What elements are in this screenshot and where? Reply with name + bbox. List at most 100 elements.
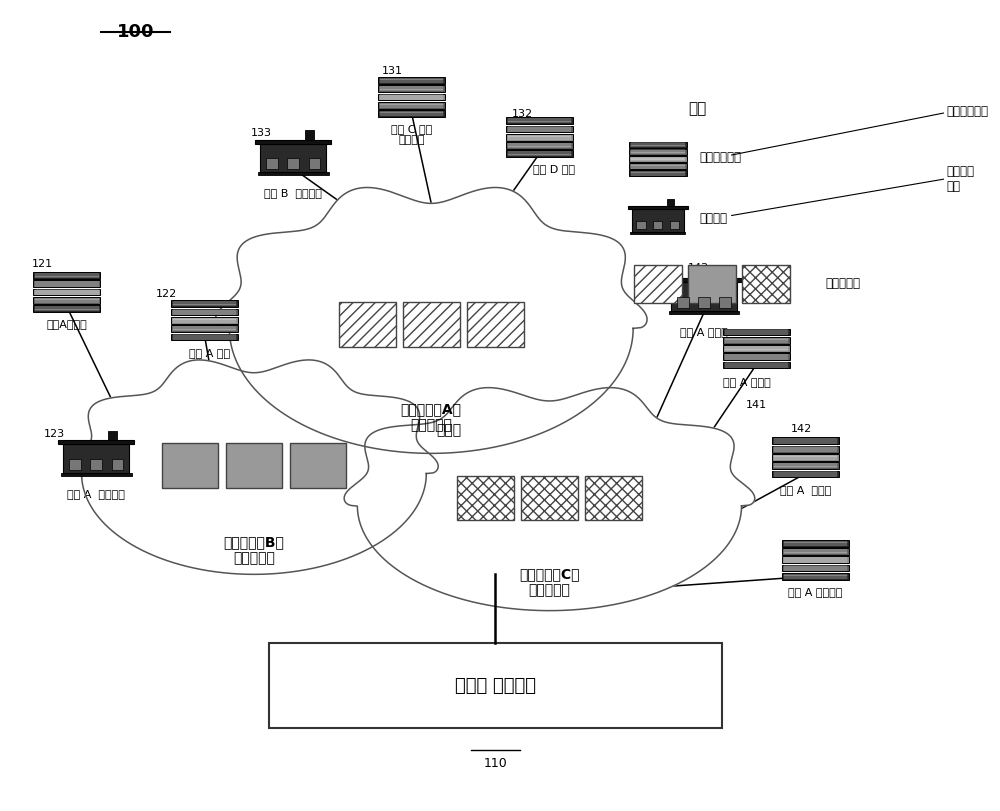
- Bar: [632, 210, 684, 233]
- Bar: [305, 131, 314, 140]
- Bar: [309, 159, 320, 169]
- Text: 123: 123: [44, 428, 65, 438]
- Polygon shape: [344, 388, 755, 611]
- Text: 图书借阅
站点: 图书借阅 站点: [946, 165, 974, 192]
- Bar: [467, 303, 524, 347]
- Bar: [670, 221, 679, 230]
- Text: 城市 C 机场
自助终端: 城市 C 机场 自助终端: [391, 123, 432, 145]
- Text: 图书服务商B的
区块链节点: 图书服务商B的 区块链节点: [224, 534, 284, 564]
- Bar: [378, 103, 445, 109]
- Bar: [506, 127, 573, 133]
- Text: 图书服务商C的
区块链节点: 图书服务商C的 区块链节点: [519, 567, 580, 597]
- Bar: [171, 301, 238, 307]
- Polygon shape: [628, 207, 688, 210]
- Bar: [782, 557, 849, 564]
- Text: 城市 A 火车站: 城市 A 火车站: [723, 376, 770, 387]
- Bar: [723, 363, 790, 369]
- Text: 142: 142: [791, 423, 812, 433]
- Bar: [33, 281, 100, 288]
- Text: 城市 B  机场门店: 城市 B 机场门店: [264, 188, 322, 198]
- Polygon shape: [58, 441, 134, 445]
- Bar: [457, 476, 514, 521]
- Bar: [90, 459, 102, 470]
- Bar: [782, 548, 849, 556]
- Bar: [723, 329, 790, 336]
- Text: 城市 A 医院: 城市 A 医院: [189, 347, 230, 358]
- Bar: [629, 143, 687, 148]
- Text: 联盟链: 联盟链: [436, 423, 461, 436]
- Text: 城市 A 火车站: 城市 A 火车站: [680, 327, 728, 337]
- Polygon shape: [70, 360, 438, 575]
- Bar: [171, 326, 238, 333]
- Bar: [669, 311, 739, 314]
- Bar: [742, 266, 790, 303]
- Text: 图例: 图例: [688, 101, 706, 115]
- Bar: [782, 573, 849, 580]
- Bar: [506, 151, 573, 158]
- Bar: [782, 565, 849, 572]
- Text: 城市 A  便利店: 城市 A 便利店: [780, 484, 831, 495]
- Bar: [61, 474, 132, 476]
- Text: 131: 131: [382, 66, 403, 75]
- Bar: [269, 643, 722, 727]
- Bar: [171, 318, 238, 324]
- Text: 城市 A 人才公寒: 城市 A 人才公寒: [788, 586, 843, 596]
- Text: 图书借阅终端: 图书借阅终端: [946, 105, 988, 118]
- Bar: [629, 157, 687, 163]
- Bar: [33, 298, 100, 304]
- Text: 城市 A  机场门店: 城市 A 机场门店: [67, 488, 125, 499]
- Text: 132: 132: [512, 109, 533, 119]
- Bar: [585, 476, 642, 521]
- Polygon shape: [666, 279, 742, 283]
- Bar: [226, 444, 282, 488]
- Bar: [636, 221, 646, 230]
- Bar: [63, 445, 129, 474]
- Bar: [33, 290, 100, 296]
- Bar: [723, 345, 790, 353]
- Bar: [339, 303, 396, 347]
- Bar: [112, 459, 123, 470]
- Bar: [671, 283, 737, 311]
- Bar: [629, 150, 687, 156]
- Bar: [378, 94, 445, 101]
- Bar: [716, 269, 725, 279]
- Bar: [667, 200, 674, 207]
- Bar: [266, 159, 278, 169]
- Text: 图书服务商A的
区块链节点: 图书服务商A的 区块链节点: [401, 401, 462, 431]
- Text: 服务商 后台系统: 服务商 后台系统: [455, 676, 536, 694]
- Bar: [698, 298, 710, 308]
- Bar: [629, 171, 687, 177]
- Text: 121: 121: [32, 259, 53, 269]
- Bar: [719, 298, 731, 308]
- Bar: [630, 233, 685, 234]
- Text: 城市A地鐵站: 城市A地鐵站: [46, 319, 87, 328]
- Bar: [772, 438, 839, 444]
- Bar: [260, 144, 326, 174]
- Bar: [723, 354, 790, 361]
- Bar: [403, 303, 460, 347]
- Bar: [162, 444, 218, 488]
- Bar: [772, 454, 839, 461]
- Text: 城市 D 机场: 城市 D 机场: [533, 164, 575, 174]
- Text: 133: 133: [251, 127, 272, 138]
- Bar: [772, 471, 839, 478]
- Bar: [378, 78, 445, 84]
- Bar: [723, 337, 790, 344]
- Bar: [33, 306, 100, 312]
- Bar: [521, 476, 578, 521]
- Bar: [258, 174, 329, 176]
- Bar: [378, 86, 445, 93]
- Bar: [171, 334, 238, 341]
- Polygon shape: [255, 140, 331, 144]
- Bar: [171, 309, 238, 316]
- Bar: [69, 459, 81, 470]
- Text: 100: 100: [117, 23, 155, 41]
- Bar: [378, 111, 445, 118]
- Text: 141: 141: [746, 399, 767, 409]
- Text: 实体门店: 实体门店: [699, 212, 727, 225]
- Bar: [629, 164, 687, 170]
- Bar: [677, 298, 689, 308]
- Bar: [108, 431, 117, 441]
- Text: 区块链节点: 区块链节点: [825, 277, 860, 290]
- Bar: [772, 446, 839, 453]
